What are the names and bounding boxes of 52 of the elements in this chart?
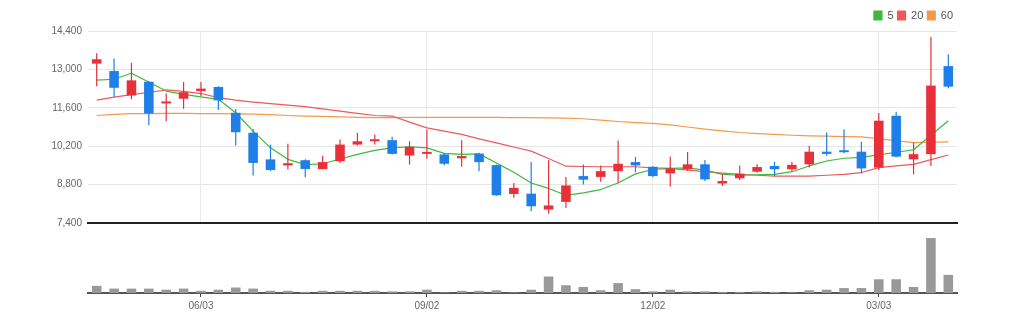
bar <box>839 288 849 293</box>
bar <box>144 288 154 293</box>
candlestick <box>369 133 380 146</box>
bar <box>526 289 536 293</box>
candlestick <box>144 80 154 126</box>
bar <box>474 290 484 293</box>
bar <box>369 290 380 293</box>
bar <box>665 289 676 293</box>
bar <box>161 289 171 293</box>
legend-label: 60 <box>940 8 954 21</box>
bar <box>283 290 293 293</box>
bar <box>335 290 345 293</box>
x-tick-label: 03/03 <box>866 299 892 311</box>
candlestick <box>874 112 884 171</box>
bar <box>943 274 954 293</box>
bar <box>196 290 206 293</box>
legend-label: 20 <box>911 8 924 21</box>
y-tick-label: 8,800 <box>56 178 83 190</box>
bar <box>109 288 119 293</box>
candlestick <box>543 159 554 215</box>
bar <box>595 290 606 293</box>
bar <box>926 238 936 293</box>
bar <box>422 289 432 293</box>
bar <box>578 286 589 293</box>
y-tick-label: 11,600 <box>52 101 83 113</box>
candlestick <box>665 156 676 188</box>
bar <box>561 285 571 293</box>
x-tick-label: 09/02 <box>414 299 440 311</box>
bar <box>613 283 623 293</box>
bar <box>630 289 641 293</box>
bar <box>491 290 502 293</box>
bar <box>856 288 867 293</box>
candlestick <box>578 163 589 186</box>
bar <box>804 290 815 293</box>
bar <box>230 287 241 293</box>
x-tick-label: 12/02 <box>640 299 666 311</box>
bar <box>874 279 884 293</box>
bar <box>908 286 919 293</box>
legend-label: 5 <box>887 8 894 21</box>
candlestick <box>891 111 901 159</box>
y-tick-label: 7,400 <box>56 216 83 228</box>
bar <box>248 288 258 293</box>
candlestick <box>161 92 171 122</box>
candlestick <box>230 108 241 146</box>
bar <box>91 285 102 293</box>
y-tick-label: 14,400 <box>51 24 83 36</box>
y-tick-label: 13,000 <box>51 63 83 75</box>
y-tick-label: 10,200 <box>51 139 83 151</box>
x-tick-label: 06/03 <box>188 299 214 311</box>
bar <box>543 276 554 293</box>
candlestick <box>91 52 102 87</box>
bar <box>891 279 901 293</box>
